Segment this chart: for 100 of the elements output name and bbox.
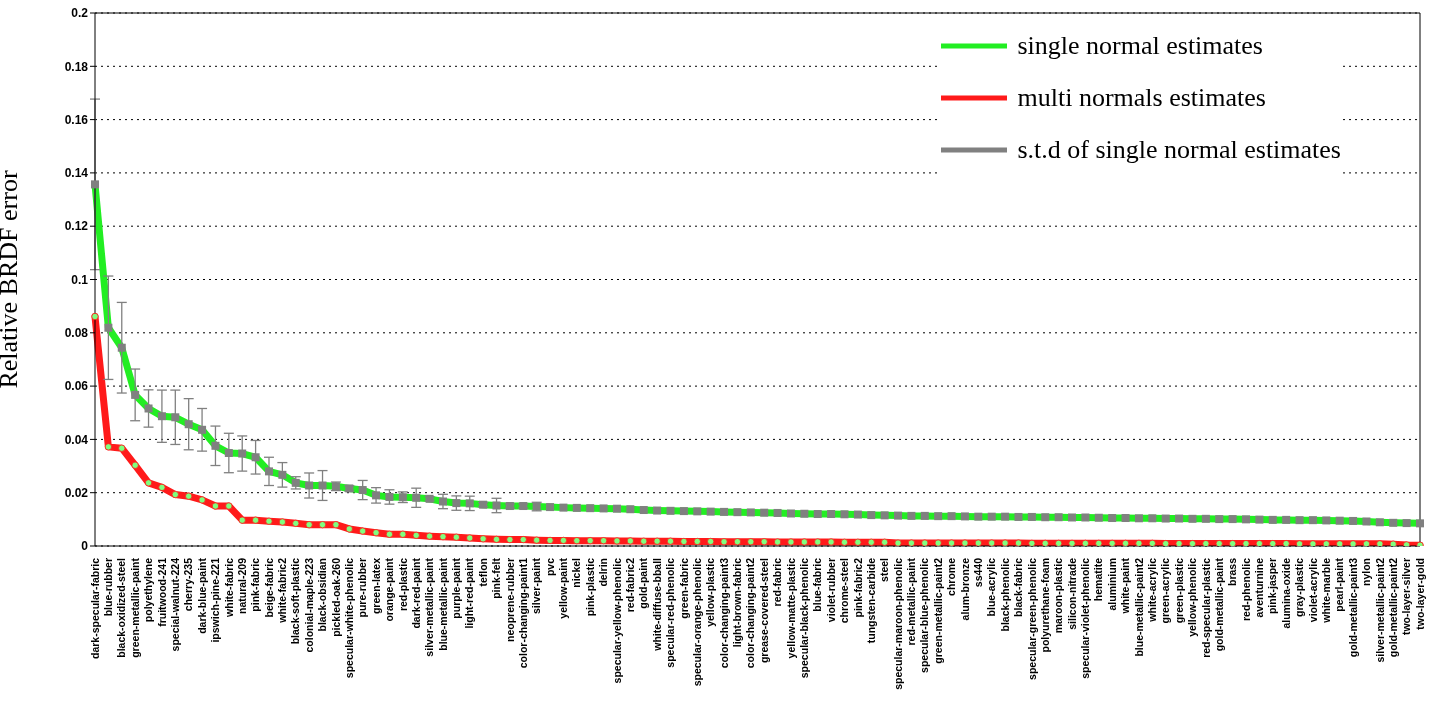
x-tick-label: color-changing-paint2 <box>744 557 757 669</box>
x-tick-label: pink-fabric <box>249 557 262 612</box>
x-tick-label: silicon-nitrade <box>1065 557 1078 630</box>
x-tick-label: green-metallic-paint <box>128 557 141 658</box>
x-tick-label: polyethylene <box>142 557 155 623</box>
x-tick-label: color-changing-paint1 <box>516 557 529 669</box>
x-tick-label: alum-bronze <box>958 557 971 621</box>
y-tick-label: 0.1 <box>71 272 89 287</box>
x-tick-label: yellow-plastic <box>704 557 717 627</box>
x-tick-label: white-acrylic <box>1146 557 1158 623</box>
x-tick-label: aluminium <box>1105 558 1118 611</box>
y-tick-label: 0.16 <box>64 112 89 127</box>
x-tick-label: steel <box>878 557 891 582</box>
x-tick-label: nickel <box>570 557 583 588</box>
x-tick-label: brass <box>1226 557 1239 587</box>
x-tick-label: gold-metallic-paint3 <box>1346 557 1359 658</box>
y-axis-title: Relative BRDF error <box>0 170 24 389</box>
x-tick-label: silver-metallic-paint <box>423 557 436 657</box>
x-tick-label: black-oxidized-steel <box>115 557 128 658</box>
x-tick-label: color-changing-paint3 <box>717 557 730 669</box>
x-tick-label: yellow-phenolic <box>1186 557 1199 637</box>
x-tick-label: gold-metallic-paint2 <box>1386 557 1399 658</box>
x-tick-label: pickled-oak-260 <box>329 557 342 637</box>
x-tick-label: maroon-plastic <box>1052 557 1065 634</box>
x-tick-label: chrome-steel <box>838 557 851 624</box>
legend-label: multi normals estimates <box>1017 83 1266 113</box>
x-tick-label: silver-metallic-paint2 <box>1373 557 1386 663</box>
x-tick-label: blue-metallic-paint2 <box>1132 557 1145 657</box>
y-tick-label: 0.12 <box>64 219 89 234</box>
x-tick-label: specular-green-phenolic <box>1025 557 1038 680</box>
x-tick-label: alumina-oxide <box>1279 557 1292 629</box>
x-tick-label: white-diffuse-bball <box>650 557 663 652</box>
y-tick-label: 0.2 <box>71 6 89 21</box>
x-tick-label: white-marble <box>1319 557 1332 624</box>
x-tick-label: red-metallic-paint <box>905 557 918 646</box>
x-tick-label: green-acrylic <box>1159 557 1172 624</box>
x-tick-label: green-metallic-paint2 <box>931 557 944 664</box>
legend-label: s.t.d of single normal estimates <box>1017 135 1341 165</box>
x-tick-label: red-fabric2 <box>624 557 637 613</box>
x-tick-label: specular-yellow-phenolic <box>610 557 623 684</box>
x-tick-label: dark-specular-fabric <box>88 557 101 659</box>
x-tick-label: yellow-matte-plastic <box>784 557 797 659</box>
x-tick-label: specular-orange-phenolic <box>690 557 703 687</box>
y-tick-label: 0.04 <box>64 432 89 447</box>
y-tick-label: 0.18 <box>64 59 89 74</box>
y-tick-label: 0.02 <box>64 485 89 500</box>
x-tick-label: gold-metallic-paint <box>1212 557 1225 652</box>
x-tick-label: pearl-paint <box>1333 557 1346 612</box>
x-tick-label: violet-rubber <box>824 558 837 623</box>
x-tick-label: light-red-paint <box>463 557 476 629</box>
x-tick-label: pink-plastic <box>583 557 596 617</box>
x-tick-label: gold-paint <box>637 557 650 609</box>
x-tick-label: dark-red-paint <box>409 557 422 629</box>
x-tick-label: pink-felt <box>490 557 503 599</box>
y-tick-label: 0 <box>81 539 89 554</box>
x-tick-label: chrome <box>945 557 958 596</box>
x-tick-label: violet-acrylic <box>1306 557 1319 623</box>
x-tick-label: grease-covered-steel <box>757 557 770 664</box>
x-tick-label: specular-blue-phenolic <box>918 557 931 673</box>
x-tick-label: specular-violet-phenolic <box>1079 557 1092 679</box>
x-tick-label: two-layer-silver <box>1400 558 1413 636</box>
x-tick-label: hematite <box>1092 557 1105 602</box>
x-tick-label: specular-maroon-phenolic <box>891 557 904 690</box>
x-tick-label: ss440 <box>972 557 985 588</box>
y-tick-label: 0.06 <box>64 379 89 394</box>
x-tick-label: green-plastic <box>1172 557 1185 624</box>
x-tick-label: white-fabric2 <box>276 557 289 624</box>
x-tick-label: orange-paint <box>383 557 396 622</box>
x-tick-label: red-phenolic <box>1239 557 1252 622</box>
x-tick-label: yellow-paint <box>557 557 570 619</box>
x-tick-label: blue-metallic-paint <box>436 557 449 651</box>
x-tick-label: pink-jasper <box>1266 558 1279 615</box>
x-tick-label: polyurethane-foam <box>1038 558 1051 653</box>
x-tick-label: red-fabric <box>771 557 784 607</box>
x-tick-label: light-brown-fabric <box>731 557 744 648</box>
x-tick-label: aventurnine <box>1253 557 1266 618</box>
x-tick-label: dark-blue-paint <box>195 557 208 634</box>
x-tick-label: green-fabric <box>677 557 690 619</box>
x-tick-label: pure-rubber <box>356 558 369 618</box>
x-tick-label: blue-rubber <box>102 558 115 617</box>
x-tick-label: silver-paint <box>530 557 543 615</box>
x-tick-label: black-soft-plastic <box>289 557 302 645</box>
x-tick-label: pink-fabric2 <box>851 557 864 618</box>
x-tick-label: special-walnut-224 <box>168 557 181 652</box>
y-tick-label: 0.14 <box>64 166 89 181</box>
x-tick-label: gray-plastic <box>1293 557 1306 617</box>
x-tick-label: tungsten-carbide <box>864 557 877 644</box>
x-tick-label: two-layer-gold <box>1413 558 1426 630</box>
x-tick-label: cherry-235 <box>182 557 195 612</box>
x-tick-label: red-specular-plastic <box>1199 557 1212 658</box>
legend-label: single normal estimates <box>1017 31 1263 61</box>
x-tick-label: natural-209 <box>235 557 248 615</box>
x-tick-label: white-fabric <box>222 557 235 618</box>
x-tick-label: ipswich-pine-221 <box>209 557 222 643</box>
x-tick-label: beige-fabric <box>262 557 275 618</box>
x-tick-label: specular-red-phenolic <box>664 557 677 668</box>
x-tick-label: specular-white-phenolic <box>342 557 355 679</box>
x-tick-label: green-latex <box>369 557 382 615</box>
x-tick-label: red-plastic <box>396 557 409 612</box>
y-tick-label: 0.08 <box>64 326 89 341</box>
